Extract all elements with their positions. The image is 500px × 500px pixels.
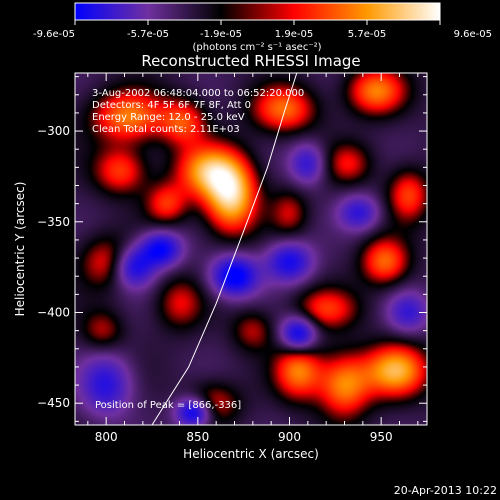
footer-date: 20-Apr-2013 10:22 xyxy=(394,484,497,497)
colorbar-tick-label: -1.9e-05 xyxy=(200,29,242,40)
colorbar-tick-label: 5.7e-05 xyxy=(348,29,386,40)
y-tick-label: −300 xyxy=(37,124,70,138)
annotation-clean-counts: Clean Total counts: 2.11E+03 xyxy=(92,124,240,135)
colorbar: -9.6e-05 -5.7e-05 -1.9e-05 1.9e-05 5.7e-05 9.… xyxy=(33,2,492,53)
peak-position-label: Position of Peak = [866,-336] xyxy=(95,400,241,411)
colorbar-tick-label: 9.6e-05 xyxy=(454,29,492,40)
x-tick-label: 850 xyxy=(186,430,209,444)
y-axis-label: Heliocentric Y (arcsec) xyxy=(13,182,27,317)
colorbar-gradient xyxy=(74,2,441,21)
y-tick-label: −450 xyxy=(37,396,70,410)
chart-title: Reconstructed RHESSI Image xyxy=(141,52,360,70)
annotation-time-range: 3-Aug-2002 06:48:04.000 to 06:52:20.000 xyxy=(92,88,304,99)
colorbar-ticks: -9.6e-05 -5.7e-05 -1.9e-05 1.9e-05 5.7e-05 9.… xyxy=(33,20,492,40)
colorbar-tick-label: -5.7e-05 xyxy=(127,29,169,40)
x-axis-label: Heliocentric X (arcsec) xyxy=(183,447,319,461)
heatmap-image xyxy=(75,73,427,425)
colorbar-tick-label: 1.9e-05 xyxy=(275,29,313,40)
annotation-block: 3-Aug-2002 06:48:04.000 to 06:52:20.000 … xyxy=(92,88,304,411)
colorbar-unit-label: (photons cm⁻² s⁻¹ asec⁻²) xyxy=(192,42,321,53)
plot-area: 800 850 900 950 −450 −400 −350 −300 xyxy=(37,72,428,444)
solar-limb-line xyxy=(151,73,298,425)
axis-ticks: 800 850 900 950 −450 −400 −350 −300 xyxy=(37,73,427,444)
y-tick-label: −400 xyxy=(37,306,70,320)
x-tick-label: 950 xyxy=(370,430,393,444)
x-tick-label: 900 xyxy=(278,430,301,444)
annotation-detectors: Detectors: 4F 5F 6F 7F 8F, Att 0 xyxy=(92,100,251,111)
plot-frame xyxy=(74,72,428,426)
x-tick-label: 800 xyxy=(95,430,118,444)
annotation-energy-range: Energy Range: 12.0 - 25.0 keV xyxy=(92,112,245,123)
y-tick-label: −350 xyxy=(37,215,70,229)
colorbar-tick-label: -9.6e-05 xyxy=(33,29,75,40)
